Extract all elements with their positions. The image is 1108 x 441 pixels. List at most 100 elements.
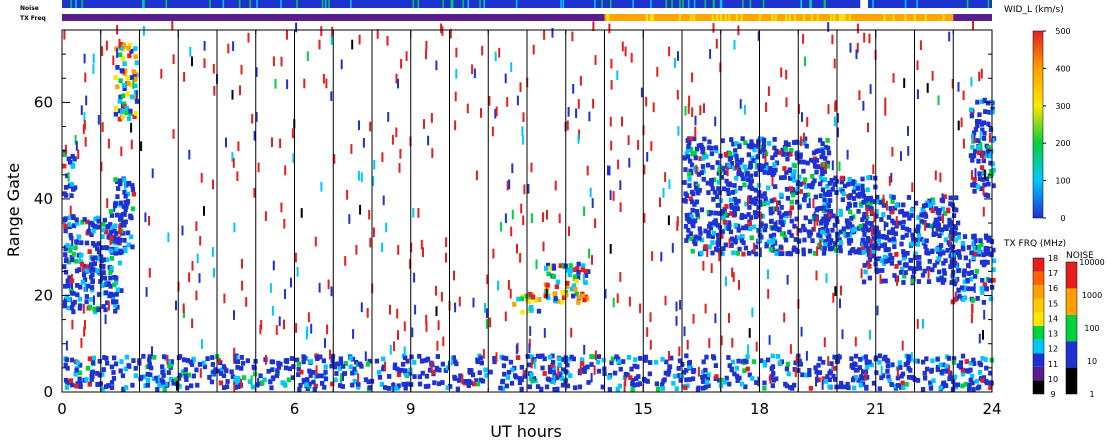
txfreq-tick — [830, 14, 833, 21]
echo-cell — [111, 370, 116, 375]
echo-cell — [118, 237, 123, 243]
speckle-cell — [916, 89, 919, 99]
echo-cell — [826, 189, 831, 195]
speckle-cell — [278, 316, 281, 327]
echo-cell — [986, 121, 991, 127]
echo-cell — [692, 239, 697, 245]
echo-cell — [92, 306, 97, 312]
echo-cell — [122, 222, 127, 228]
echo-cell — [904, 226, 909, 232]
speckle-cell — [731, 338, 734, 348]
echo-cell — [882, 242, 887, 248]
echo-cell — [890, 362, 895, 368]
echo-cell — [167, 363, 172, 369]
echo-cell — [519, 364, 524, 370]
echo-cell — [689, 214, 694, 219]
speckle-cell — [660, 251, 663, 262]
echo-cell — [108, 209, 113, 214]
echo-cell — [699, 207, 704, 213]
echo-cell — [101, 270, 106, 275]
speckle-cell — [119, 226, 122, 237]
echo-cell — [850, 227, 855, 233]
speckle-cell — [684, 105, 687, 116]
echo-cell — [557, 362, 562, 368]
echo-cell — [869, 221, 874, 227]
speckle-cell — [678, 346, 681, 357]
echo-cell — [942, 270, 947, 276]
speckle-cell — [391, 135, 394, 145]
echo-cell — [104, 290, 109, 296]
echo-cell — [724, 375, 729, 381]
echo-cell — [973, 238, 978, 243]
speckle-cell — [85, 95, 88, 106]
echo-cell — [118, 52, 123, 58]
echo-cell — [762, 201, 767, 207]
echo-cell — [921, 238, 927, 244]
echo-cell — [207, 375, 212, 380]
speckle-cell — [748, 328, 751, 338]
echo-cell — [816, 377, 821, 383]
speckle-cell — [572, 84, 575, 94]
speckle-cell — [79, 251, 81, 262]
speckle-cell — [284, 165, 287, 176]
echo-cell — [948, 264, 953, 270]
speckle-cell — [203, 41, 206, 51]
speckle-cell — [171, 20, 174, 31]
echo-cell — [969, 270, 974, 275]
txfreq-tick — [716, 14, 719, 21]
speckle-cell — [676, 216, 679, 226]
noise-strip — [62, 0, 992, 8]
echo-cell — [475, 359, 480, 365]
echo-cell — [110, 295, 116, 301]
echo-cell — [903, 262, 908, 267]
echo-cell — [709, 151, 714, 157]
echo-cell — [334, 371, 339, 376]
speckle-cell — [637, 140, 640, 150]
echo-cell — [866, 175, 871, 181]
x-tick-label: 21 — [866, 400, 885, 418]
echo-cell — [113, 75, 118, 80]
echo-cell — [72, 156, 77, 162]
txfreq-segment — [604, 14, 954, 21]
speckle-cell — [937, 95, 940, 106]
echo-cell — [864, 243, 869, 249]
echo-cell — [158, 377, 163, 383]
noise-strip-tick — [462, 0, 464, 8]
echo-cell — [688, 231, 693, 237]
x-axis: 0 3 6 9 12 15 18 21 24 — [57, 30, 1002, 418]
echo-cell — [102, 217, 107, 223]
speckle-cell — [652, 102, 655, 113]
echo-cell — [717, 164, 722, 170]
echo-cell — [823, 156, 828, 161]
echo-cell — [877, 268, 882, 274]
echo-cell — [866, 227, 871, 233]
speckle-cell — [522, 135, 525, 145]
speckle-cell — [594, 55, 597, 65]
speckle-cell — [182, 308, 185, 318]
colorbar-txfreq-tick-label: 17 — [1048, 269, 1058, 278]
echo-cell — [443, 368, 448, 373]
echo-cell — [812, 159, 817, 164]
echo-cell — [732, 237, 737, 243]
speckle-cell — [200, 339, 203, 349]
echo-cell — [913, 255, 918, 261]
noise-strip-tick — [665, 0, 667, 8]
echo-cell — [809, 157, 814, 163]
speckle-cell — [74, 135, 77, 145]
echo-cell — [121, 204, 126, 209]
echo-cell — [937, 233, 942, 239]
echo-cell — [147, 354, 152, 360]
echo-cell — [707, 139, 712, 145]
echo-cell — [682, 155, 688, 161]
echo-cell — [114, 212, 120, 218]
echo-cell — [85, 264, 90, 270]
echo-cell — [698, 230, 703, 236]
echo-cell — [824, 231, 829, 236]
echo-cell — [848, 209, 853, 215]
echo-cell — [734, 365, 739, 371]
speckle-cell — [447, 360, 450, 371]
echo-cell — [66, 296, 71, 302]
speckle-cell — [107, 138, 110, 149]
echo-cell — [970, 157, 975, 163]
echo-cell — [78, 303, 83, 309]
